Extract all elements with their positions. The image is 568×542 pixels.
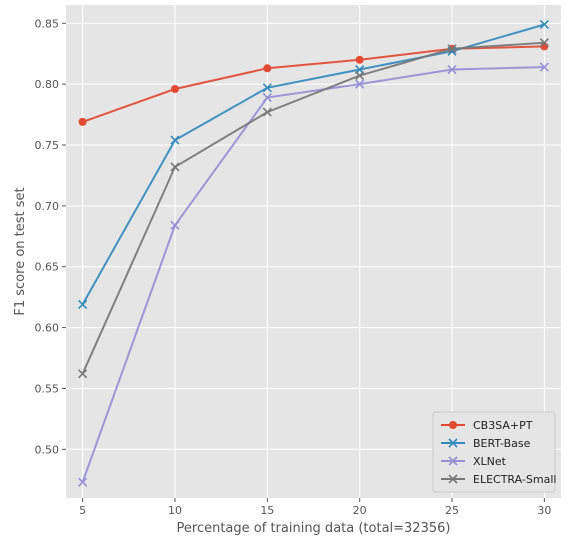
y-tick-labels: 0.50 0.55 0.60 0.65 0.70 0.75 0.80 0.85	[35, 17, 60, 456]
data-point	[262, 92, 272, 103]
data-point	[539, 19, 549, 30]
legend-item: BERT-Base	[441, 437, 531, 450]
data-point	[78, 117, 87, 126]
data-point	[355, 79, 365, 89]
y-tick-label: 0.65	[35, 261, 60, 274]
data-point	[539, 62, 549, 72]
data-point	[447, 44, 457, 54]
x-tick-label: 15	[260, 504, 274, 517]
y-tick-label: 0.55	[35, 382, 60, 395]
x-tick-label: 20	[353, 504, 367, 517]
y-tick-label: 0.70	[35, 200, 60, 213]
data-point	[262, 83, 272, 93]
y-tick-label: 0.50	[35, 443, 60, 456]
y-axis-label: F1 score on test set	[13, 187, 28, 315]
legend-label: BERT-Base	[473, 437, 531, 450]
x-tick-label: 10	[168, 504, 182, 517]
x-tick-label: 30	[537, 504, 551, 517]
series-layer	[78, 19, 549, 487]
legend-label: XLNet	[473, 455, 507, 468]
series-electra-small	[78, 38, 549, 379]
x-tick-label: 5	[79, 504, 86, 517]
data-point	[170, 220, 180, 230]
y-tick-label: 0.80	[35, 78, 60, 91]
data-point	[78, 477, 88, 487]
data-point	[262, 107, 272, 117]
data-point	[170, 162, 180, 172]
data-point	[263, 64, 272, 73]
legend-marker	[448, 474, 458, 484]
legend-item: ELECTRA-Small	[441, 473, 556, 486]
legend-item: CB3SA+PT	[441, 419, 533, 432]
data-point	[355, 71, 365, 81]
legend-item: XLNet	[441, 455, 507, 468]
data-point	[447, 64, 457, 75]
data-point	[170, 84, 179, 93]
data-point	[78, 299, 88, 310]
y-tick-label: 0.60	[35, 322, 60, 335]
y-tick-label: 0.85	[35, 17, 60, 30]
legend-label: CB3SA+PT	[473, 419, 533, 432]
data-point	[78, 369, 88, 379]
data-point	[539, 38, 549, 48]
legend-box	[432, 411, 556, 493]
series-line	[81, 41, 545, 375]
legend-marker	[449, 421, 457, 429]
legend-marker	[448, 456, 458, 466]
legend-marker	[448, 438, 458, 448]
data-point	[170, 135, 180, 145]
series-line	[81, 66, 545, 483]
y-tick-label: 0.75	[35, 139, 60, 152]
legend-label: ELECTRA-Small	[473, 473, 556, 486]
x-tick-labels: 5 10 15 20 25 30	[79, 504, 551, 517]
data-point	[355, 55, 364, 64]
legend: CB3SA+PT BERT-Base XLNet ELECTRA-Small	[432, 411, 556, 493]
series-xlnet	[78, 62, 549, 487]
x-axis-label: Percentage of training data (total=32356…	[177, 521, 451, 536]
x-tick-label: 25	[445, 504, 459, 517]
